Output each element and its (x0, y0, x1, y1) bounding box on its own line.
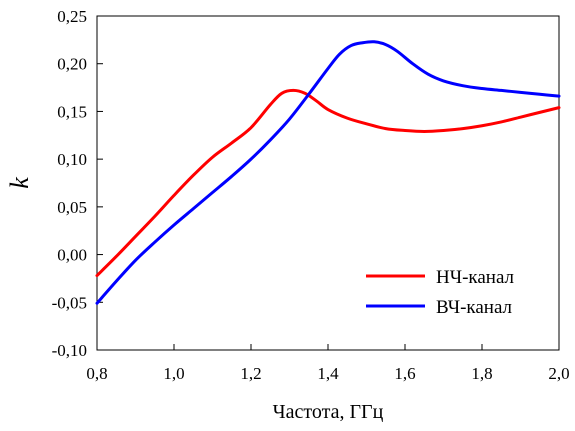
series-line-lf (95, 88, 561, 278)
y-tick-label: 0,25 (57, 7, 87, 26)
y-tick-label: 0,05 (57, 198, 87, 217)
y-axis-title: k (5, 177, 34, 189)
y-tick-label: -0,10 (52, 341, 87, 360)
y-tick-label: -0,05 (52, 293, 87, 312)
y-tick-label: 0,10 (57, 150, 87, 169)
y-tick-label: 0,20 (57, 55, 87, 74)
legend-label-hf: ВЧ-канал (436, 297, 513, 318)
x-tick-label: 1,2 (240, 364, 261, 383)
y-tick-label: 0,00 (57, 246, 87, 265)
x-tick-label: 1,8 (471, 364, 492, 383)
x-tick-label: 2,0 (548, 364, 569, 383)
y-axis-ticks: -0,10 -0,05 0,00 0,05 0,10 0,15 0,20 0,25 (52, 7, 103, 360)
x-tick-label: 1,0 (163, 364, 184, 383)
y-tick-label: 0,15 (57, 102, 87, 121)
legend: НЧ-канал ВЧ-канал (366, 267, 515, 318)
x-tick-label: 1,6 (394, 364, 415, 383)
x-tick-label: 1,4 (317, 364, 339, 383)
series-line-hf (95, 40, 561, 305)
legend-label-lf: НЧ-канал (436, 267, 515, 288)
x-tick-label: 0,8 (86, 364, 107, 383)
series-lines (95, 40, 561, 305)
x-axis-title: Частота, ГГц (273, 401, 384, 423)
x-axis-ticks: 0,8 1,0 1,2 1,4 1,6 1,8 2,0 (86, 344, 570, 383)
